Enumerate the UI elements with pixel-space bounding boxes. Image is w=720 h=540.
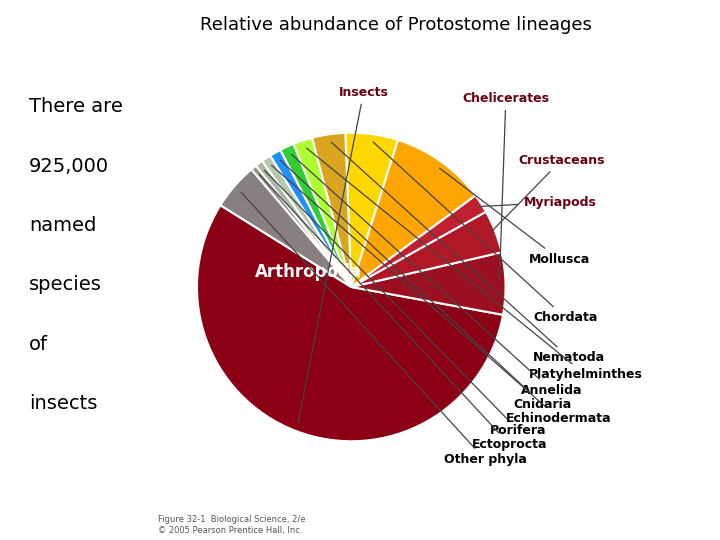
Wedge shape: [251, 166, 351, 287]
Text: Annelida: Annelida: [292, 154, 582, 397]
Wedge shape: [262, 156, 351, 287]
Text: 925,000: 925,000: [29, 157, 109, 176]
Wedge shape: [197, 205, 503, 441]
Text: of: of: [29, 335, 48, 354]
Text: Other phyla: Other phyla: [241, 192, 527, 466]
Text: species: species: [29, 275, 102, 294]
Text: Crustaceans: Crustaceans: [491, 154, 604, 232]
Wedge shape: [351, 140, 475, 287]
Text: Cnidaria: Cnidaria: [280, 160, 572, 411]
Text: Platyhelminthes: Platyhelminthes: [307, 148, 642, 381]
Text: Relative abundance of Protostome lineages: Relative abundance of Protostome lineage…: [200, 16, 592, 34]
Wedge shape: [220, 170, 351, 287]
Wedge shape: [351, 252, 505, 315]
Text: Chelicerates: Chelicerates: [462, 92, 549, 281]
Text: Figure 32-1  Biological Science, 2/e
© 2005 Pearson Prentice Hall, Inc.: Figure 32-1 Biological Science, 2/e © 20…: [158, 515, 306, 535]
Wedge shape: [351, 212, 502, 287]
Wedge shape: [294, 138, 351, 287]
Wedge shape: [312, 133, 351, 287]
Wedge shape: [280, 144, 351, 287]
Text: Echinodermata: Echinodermata: [271, 165, 611, 424]
Text: Mollusca: Mollusca: [440, 168, 590, 266]
Wedge shape: [256, 161, 351, 287]
Wedge shape: [346, 133, 398, 287]
Wedge shape: [270, 150, 351, 287]
Text: Insects: Insects: [298, 86, 389, 422]
Text: insects: insects: [29, 394, 97, 413]
Text: Chordata: Chordata: [373, 142, 598, 325]
Text: Myriapods: Myriapods: [479, 195, 597, 208]
Text: named: named: [29, 216, 96, 235]
Text: Arthropoda: Arthropoda: [255, 262, 361, 281]
Text: Porifera: Porifera: [264, 170, 546, 437]
Text: There are: There are: [29, 97, 122, 116]
Text: Ectoprocta: Ectoprocta: [259, 174, 547, 451]
Wedge shape: [351, 195, 486, 287]
Text: Nematoda: Nematoda: [331, 143, 606, 364]
